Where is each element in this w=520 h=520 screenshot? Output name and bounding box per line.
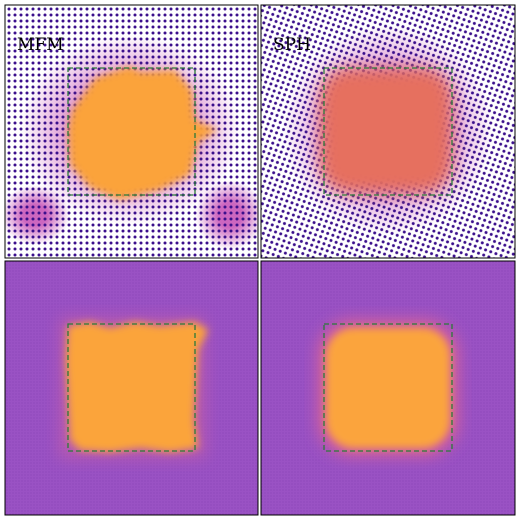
dense-region <box>326 328 450 448</box>
dense-region <box>66 322 208 452</box>
frame <box>260 260 516 516</box>
frame <box>260 4 516 259</box>
initial-square <box>67 67 196 196</box>
dense-region <box>320 68 452 193</box>
panel-mfm-particles <box>5 5 258 258</box>
panel-mfm-density <box>5 261 258 515</box>
frame <box>4 4 259 259</box>
panel-sph-particles <box>261 5 515 258</box>
dense-region <box>68 66 218 200</box>
initial-square <box>323 67 453 196</box>
panel-label: MFM <box>17 35 64 55</box>
panel-label: SPH <box>273 35 311 55</box>
panel-sph-density <box>261 261 515 515</box>
initial-square <box>323 323 453 452</box>
frame <box>4 260 259 516</box>
initial-square <box>67 323 196 452</box>
